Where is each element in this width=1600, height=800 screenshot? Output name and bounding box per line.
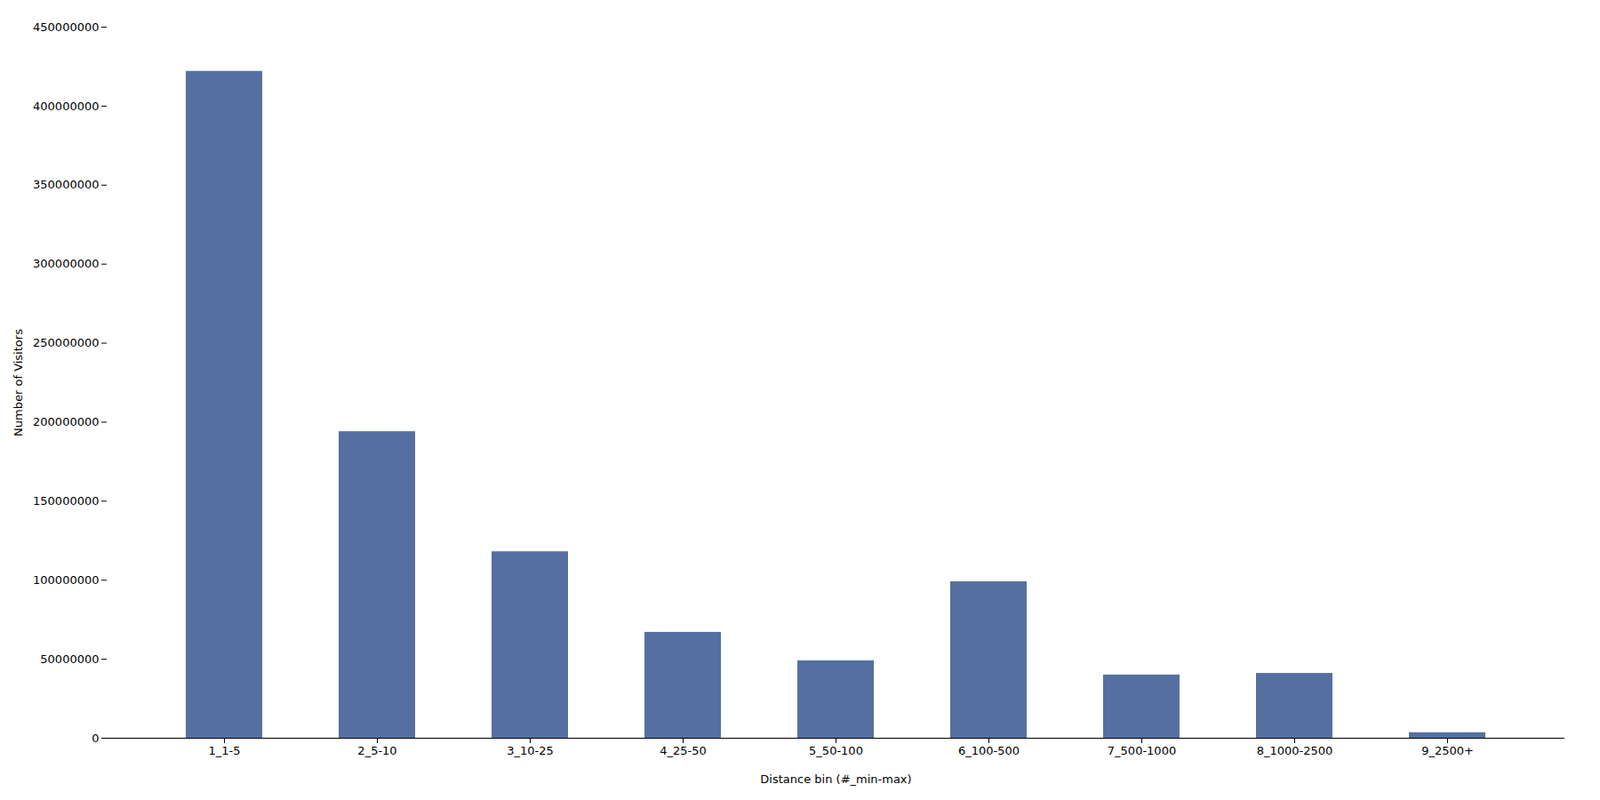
svg-text:9_2500+: 9_2500+ <box>1421 744 1474 758</box>
svg-text:5_50-100: 5_50-100 <box>808 744 864 758</box>
svg-text:2_5-10: 2_5-10 <box>357 744 397 758</box>
svg-text:4_25-50: 4_25-50 <box>659 744 707 758</box>
svg-text:450000000: 450000000 <box>32 20 99 34</box>
svg-text:50000000: 50000000 <box>40 652 99 666</box>
svg-text:250000000: 250000000 <box>32 336 99 350</box>
svg-text:300000000: 300000000 <box>32 256 99 271</box>
svg-text:150000000: 150000000 <box>32 494 99 508</box>
svg-text:1_1-5: 1_1-5 <box>208 744 240 758</box>
svg-text:3_10-25: 3_10-25 <box>506 744 554 758</box>
svg-text:8_1000-2500: 8_1000-2500 <box>1256 744 1334 758</box>
svg-text:6_100-500: 6_100-500 <box>958 744 1020 758</box>
svg-text:0: 0 <box>91 731 99 745</box>
svg-text:200000000: 200000000 <box>32 415 99 429</box>
svg-text:Number of Visitors: Number of Visitors <box>11 328 25 437</box>
svg-text:Distance bin (#_min-max): Distance bin (#_min-max) <box>760 772 912 786</box>
svg-text:350000000: 350000000 <box>32 177 99 192</box>
svg-text:7_500-1000: 7_500-1000 <box>1107 744 1176 758</box>
svg-text:400000000: 400000000 <box>32 99 99 113</box>
svg-text:100000000: 100000000 <box>32 573 99 587</box>
